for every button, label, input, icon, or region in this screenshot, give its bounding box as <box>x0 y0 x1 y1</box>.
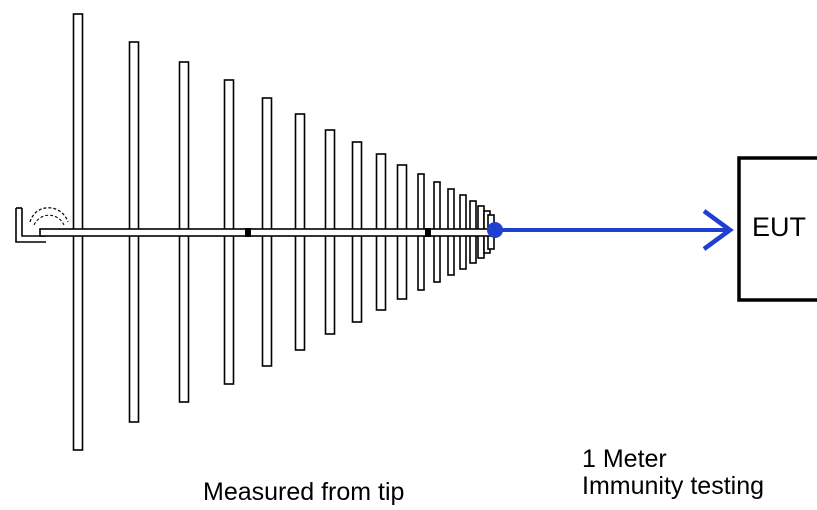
distance-label: 1 Meter <box>582 445 667 473</box>
antenna-mount <box>15 207 69 243</box>
arrow-right-icon <box>487 209 734 251</box>
antenna-tip-marker <box>487 222 503 238</box>
measured-from-tip-label: Measured from tip <box>203 478 405 506</box>
antenna-boom <box>39 228 493 237</box>
distance-annotation: 1 Meter Immunity testing <box>582 446 764 500</box>
eut-label: EUT <box>752 212 806 242</box>
eut-box <box>737 156 817 302</box>
immunity-testing-label: Immunity testing <box>582 472 765 500</box>
